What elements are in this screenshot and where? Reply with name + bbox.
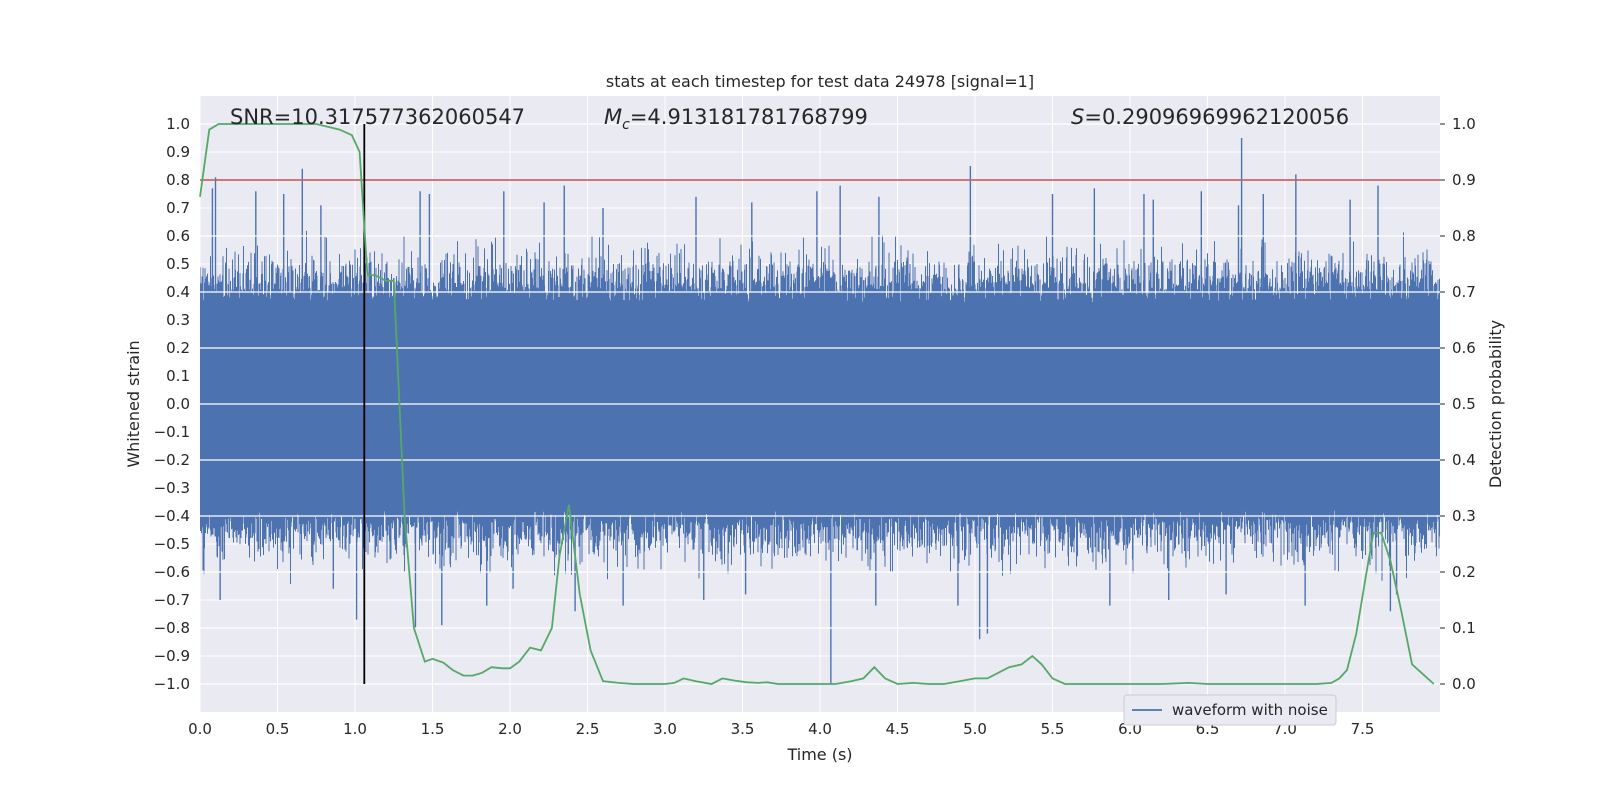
y-tick-label: −1.0 — [154, 675, 190, 693]
y-tick-label: 0.3 — [166, 311, 190, 329]
y2-tick-label: 0.1 — [1452, 619, 1476, 637]
snr-annotation: SNR=10.317577362060547 — [230, 105, 525, 129]
y-tick-label: −0.5 — [154, 535, 190, 553]
x-tick-label: 0.0 — [188, 720, 212, 738]
x-tick-label: 3.5 — [731, 720, 755, 738]
y2-axis-label: Detection probability — [1486, 320, 1505, 488]
x-tick-label: 0.5 — [266, 720, 290, 738]
y2-tick-label: 0.2 — [1452, 563, 1476, 581]
x-axis-label: Time (s) — [786, 745, 852, 764]
x-tick-label: 5.5 — [1041, 720, 1065, 738]
waveform-series — [200, 138, 1440, 684]
s-value: =0.29096969962120056 — [1084, 105, 1349, 129]
chirp-mass-subscript: c — [622, 117, 630, 133]
y-tick-label: −0.7 — [154, 591, 190, 609]
legend-label: waveform with noise — [1172, 701, 1328, 719]
legend: waveform with noise — [1123, 694, 1337, 726]
chirp-mass-value: =4.913181781768799 — [630, 105, 868, 129]
y-tick-label: −0.1 — [154, 423, 190, 441]
x-tick-label: 3.0 — [653, 720, 677, 738]
y-tick-label: 0.0 — [166, 395, 190, 413]
detection-probability-line — [199, 123, 1435, 685]
y-tick-label: 0.1 — [166, 367, 190, 385]
y2-tick-label: 0.0 — [1452, 675, 1476, 693]
y-tick-label: 0.7 — [166, 199, 190, 217]
legend-box — [1123, 694, 1337, 726]
x-tick-label: 2.5 — [576, 720, 600, 738]
y2-tick-label: 0.7 — [1452, 283, 1476, 301]
x-tick-label: 7.5 — [1351, 720, 1375, 738]
x-tick-label: 1.0 — [343, 720, 367, 738]
y2-tick-label: 1.0 — [1452, 115, 1476, 133]
x-tick-label: 5.0 — [963, 720, 987, 738]
y-tick-label: −0.3 — [154, 479, 190, 497]
y-tick-label: −0.8 — [154, 619, 190, 637]
y2-tick-label: 0.4 — [1452, 451, 1476, 469]
y-tick-label: 0.6 — [166, 227, 190, 245]
y-tick-label: 0.5 — [166, 255, 190, 273]
y-tick-label: −0.9 — [154, 647, 190, 665]
s-annotation: S=0.29096969962120056 — [1071, 105, 1349, 129]
y2-tick-label: 0.5 — [1452, 395, 1476, 413]
x-tick-label: 2.0 — [498, 720, 522, 738]
y-tick-label: −0.6 — [154, 563, 190, 581]
chart-title: stats at each timestep for test data 249… — [606, 72, 1034, 91]
y-tick-label: 0.9 — [166, 143, 190, 161]
y-tick-label: 0.2 — [166, 339, 190, 357]
y2-tick-label: 0.8 — [1452, 227, 1476, 245]
y2-tick-label: 0.6 — [1452, 339, 1476, 357]
s-symbol: S — [1071, 105, 1084, 129]
waveform-core — [200, 303, 1440, 511]
y2-tick-label: 0.9 — [1452, 171, 1476, 189]
chirp-mass-symbol: M — [604, 105, 622, 129]
y-tick-label: −0.4 — [154, 507, 190, 525]
y-tick-label: 0.4 — [166, 283, 190, 301]
y-tick-label: 0.8 — [166, 171, 190, 189]
x-tick-label: 4.0 — [808, 720, 832, 738]
y2-tick-label: 0.3 — [1452, 507, 1476, 525]
x-tick-label: 1.5 — [421, 720, 445, 738]
y-axis-ticks: 1.0 0.9 0.8 0.7 0.6 0.5 0.4 0.3 0.2 0.1 0.0 −0.1 −0.… — [154, 115, 190, 693]
y-tick-label: −0.2 — [154, 451, 190, 469]
y-axis-label: Whitened strain — [124, 340, 143, 467]
x-tick-label: 4.5 — [886, 720, 910, 738]
y2-axis-ticks: 1.0 0.9 0.8 0.7 0.6 0.5 0.4 0.3 0.2 0.1 0.0 — [1440, 115, 1476, 693]
y-tick-label: 1.0 — [166, 115, 190, 133]
chirp-mass-annotation: Mc=4.913181781768799 — [604, 105, 868, 133]
